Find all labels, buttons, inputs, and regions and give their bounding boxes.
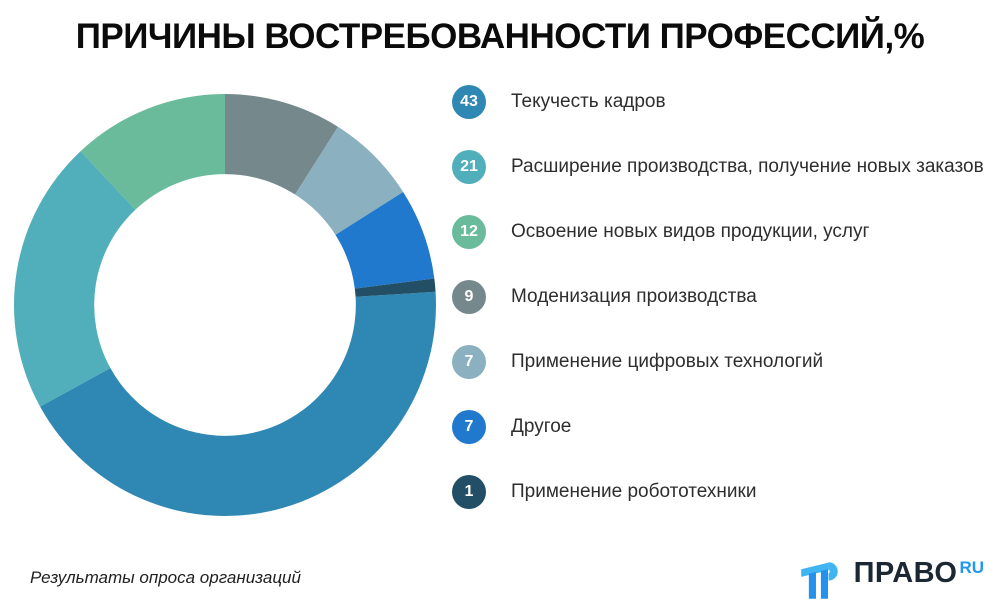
- legend-value-badge: 9: [452, 280, 486, 314]
- donut-segment-2: [80, 94, 225, 210]
- legend-item: 21 Расширение производства, получение но…: [452, 150, 984, 184]
- legend-value-badge: 43: [452, 85, 486, 119]
- donut-chart: [14, 94, 436, 516]
- legend-label: Другое: [511, 416, 572, 437]
- chart-title: ПРИЧИНЫ ВОСТРЕБОВАННОСТИ ПРОФЕССИЙ,%: [75, 17, 925, 56]
- legend-label: Моденизация производства: [511, 286, 757, 307]
- chart-legend: 43 Текучесть кадров 21 Расширение произв…: [452, 85, 984, 509]
- pravo-logo-mark-icon: [800, 562, 838, 599]
- legend-label: Текучесть кадров: [511, 91, 666, 112]
- legend-item: 43 Текучесть кадров: [452, 85, 984, 119]
- pravo-logo-suffix: RU: [959, 558, 984, 577]
- pravo-logo-text: ПРАВО: [853, 557, 958, 589]
- pravo-logo: ПРАВО RU: [800, 555, 984, 601]
- legend-value-badge: 1: [452, 475, 486, 509]
- donut-segment-0: [40, 291, 436, 516]
- legend-item: 9 Моденизация производства: [452, 280, 984, 314]
- legend-item: 1 Применение робототехники: [452, 475, 984, 509]
- legend-label: Применение цифровых технологий: [511, 351, 824, 372]
- legend-item: 12 Освоение новых видов продукции, услуг: [452, 215, 984, 249]
- legend-label: Расширение производства, получение новых…: [511, 156, 984, 177]
- source-note: Результаты опроса организаций: [30, 568, 301, 587]
- legend-value-badge: 21: [452, 150, 486, 184]
- legend-value-badge: 7: [452, 345, 486, 379]
- legend-label: Освоение новых видов продукции, услуг: [511, 221, 870, 242]
- donut-segment-3: [225, 94, 339, 195]
- legend-item: 7 Применение цифровых технологий: [452, 345, 984, 379]
- legend-label: Применение робототехники: [511, 481, 757, 502]
- legend-value-badge: 7: [452, 410, 486, 444]
- legend-item: 7 Другое: [452, 410, 984, 444]
- donut-segment-5: [335, 191, 435, 289]
- donut-segment-4: [295, 126, 404, 235]
- donut-segment-1: [14, 151, 136, 407]
- donut-segment-6: [354, 278, 436, 297]
- legend-value-badge: 12: [452, 215, 486, 249]
